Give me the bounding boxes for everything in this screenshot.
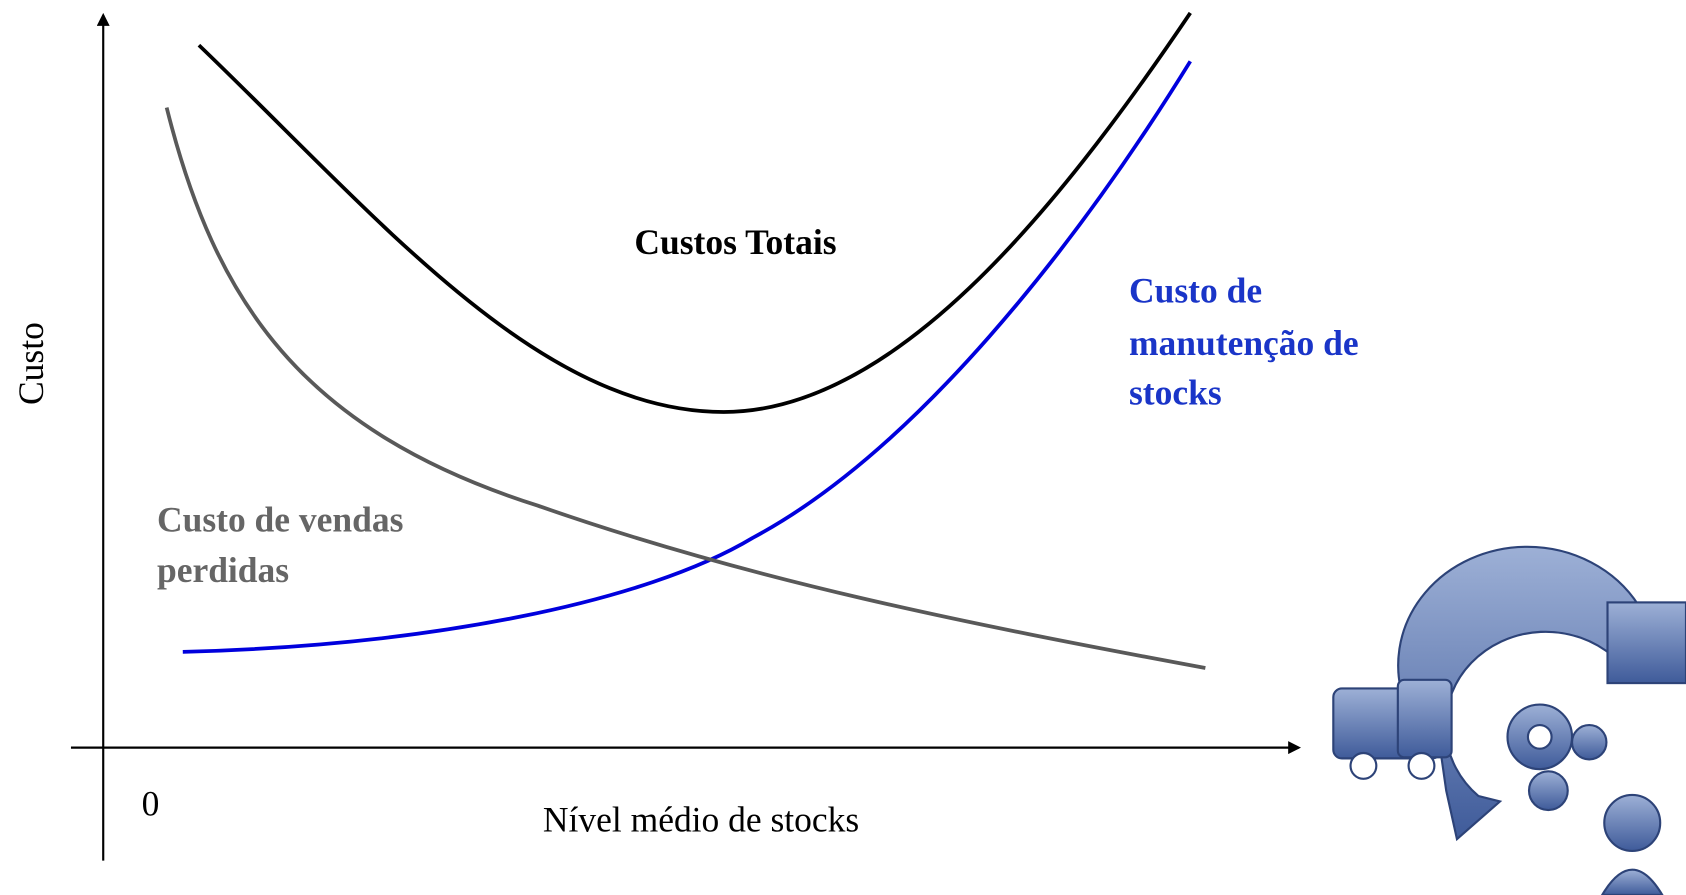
curve-label: Custo de vendas — [157, 499, 403, 539]
lost-sales-cost-curve — [164, 107, 1206, 670]
total-cost-curve — [197, 11, 1192, 414]
y-axis-label: Custo — [11, 322, 51, 405]
holding-cost-curve — [182, 60, 1192, 654]
curve-label: manutenção de — [1129, 323, 1359, 363]
curve-label: stocks — [1129, 372, 1222, 412]
logistics-icon — [1332, 545, 1686, 895]
curve-label: Custo de — [1129, 270, 1262, 310]
curve-label: Custos Totais — [634, 222, 836, 262]
x-axis-label: Nível médio de stocks — [543, 800, 859, 840]
origin-label: 0 — [142, 783, 160, 823]
curve-label: perdidas — [157, 550, 289, 590]
